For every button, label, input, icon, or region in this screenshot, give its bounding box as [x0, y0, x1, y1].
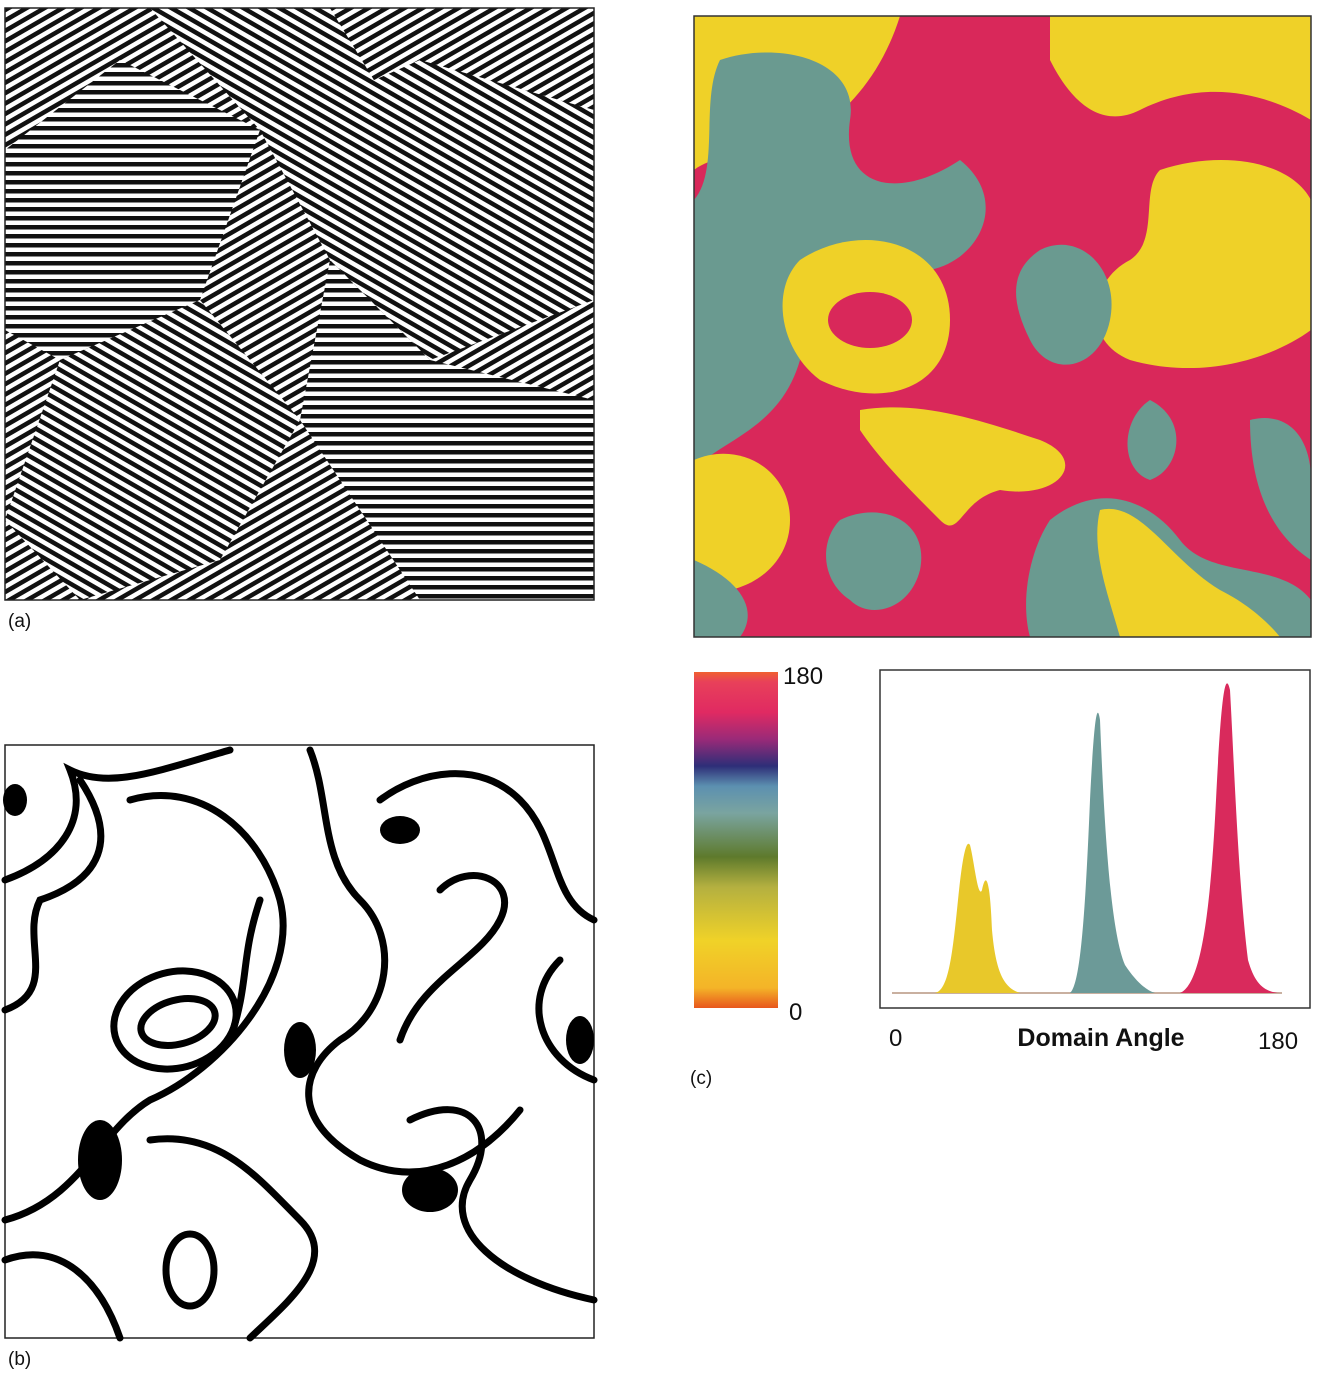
x-axis-label: Domain Angle	[1017, 1024, 1184, 1052]
figure: (a) (b)	[0, 0, 1318, 1373]
colorbar	[694, 672, 778, 1008]
domain-map	[694, 16, 1311, 637]
stripe-image	[5, 8, 594, 600]
domain-wall-image	[3, 745, 594, 1338]
panel-label: (c)	[690, 1068, 712, 1089]
colorbar-tick-label: 0	[789, 999, 802, 1026]
x-tick-label: 180	[1258, 1028, 1298, 1055]
colorbar-tick-label: 180	[783, 663, 823, 690]
panel-label: (b)	[8, 1349, 31, 1370]
page: (a) (b)	[0, 0, 1318, 1378]
x-tick-label: 0	[889, 1025, 902, 1052]
panel-label: (a)	[8, 611, 31, 632]
